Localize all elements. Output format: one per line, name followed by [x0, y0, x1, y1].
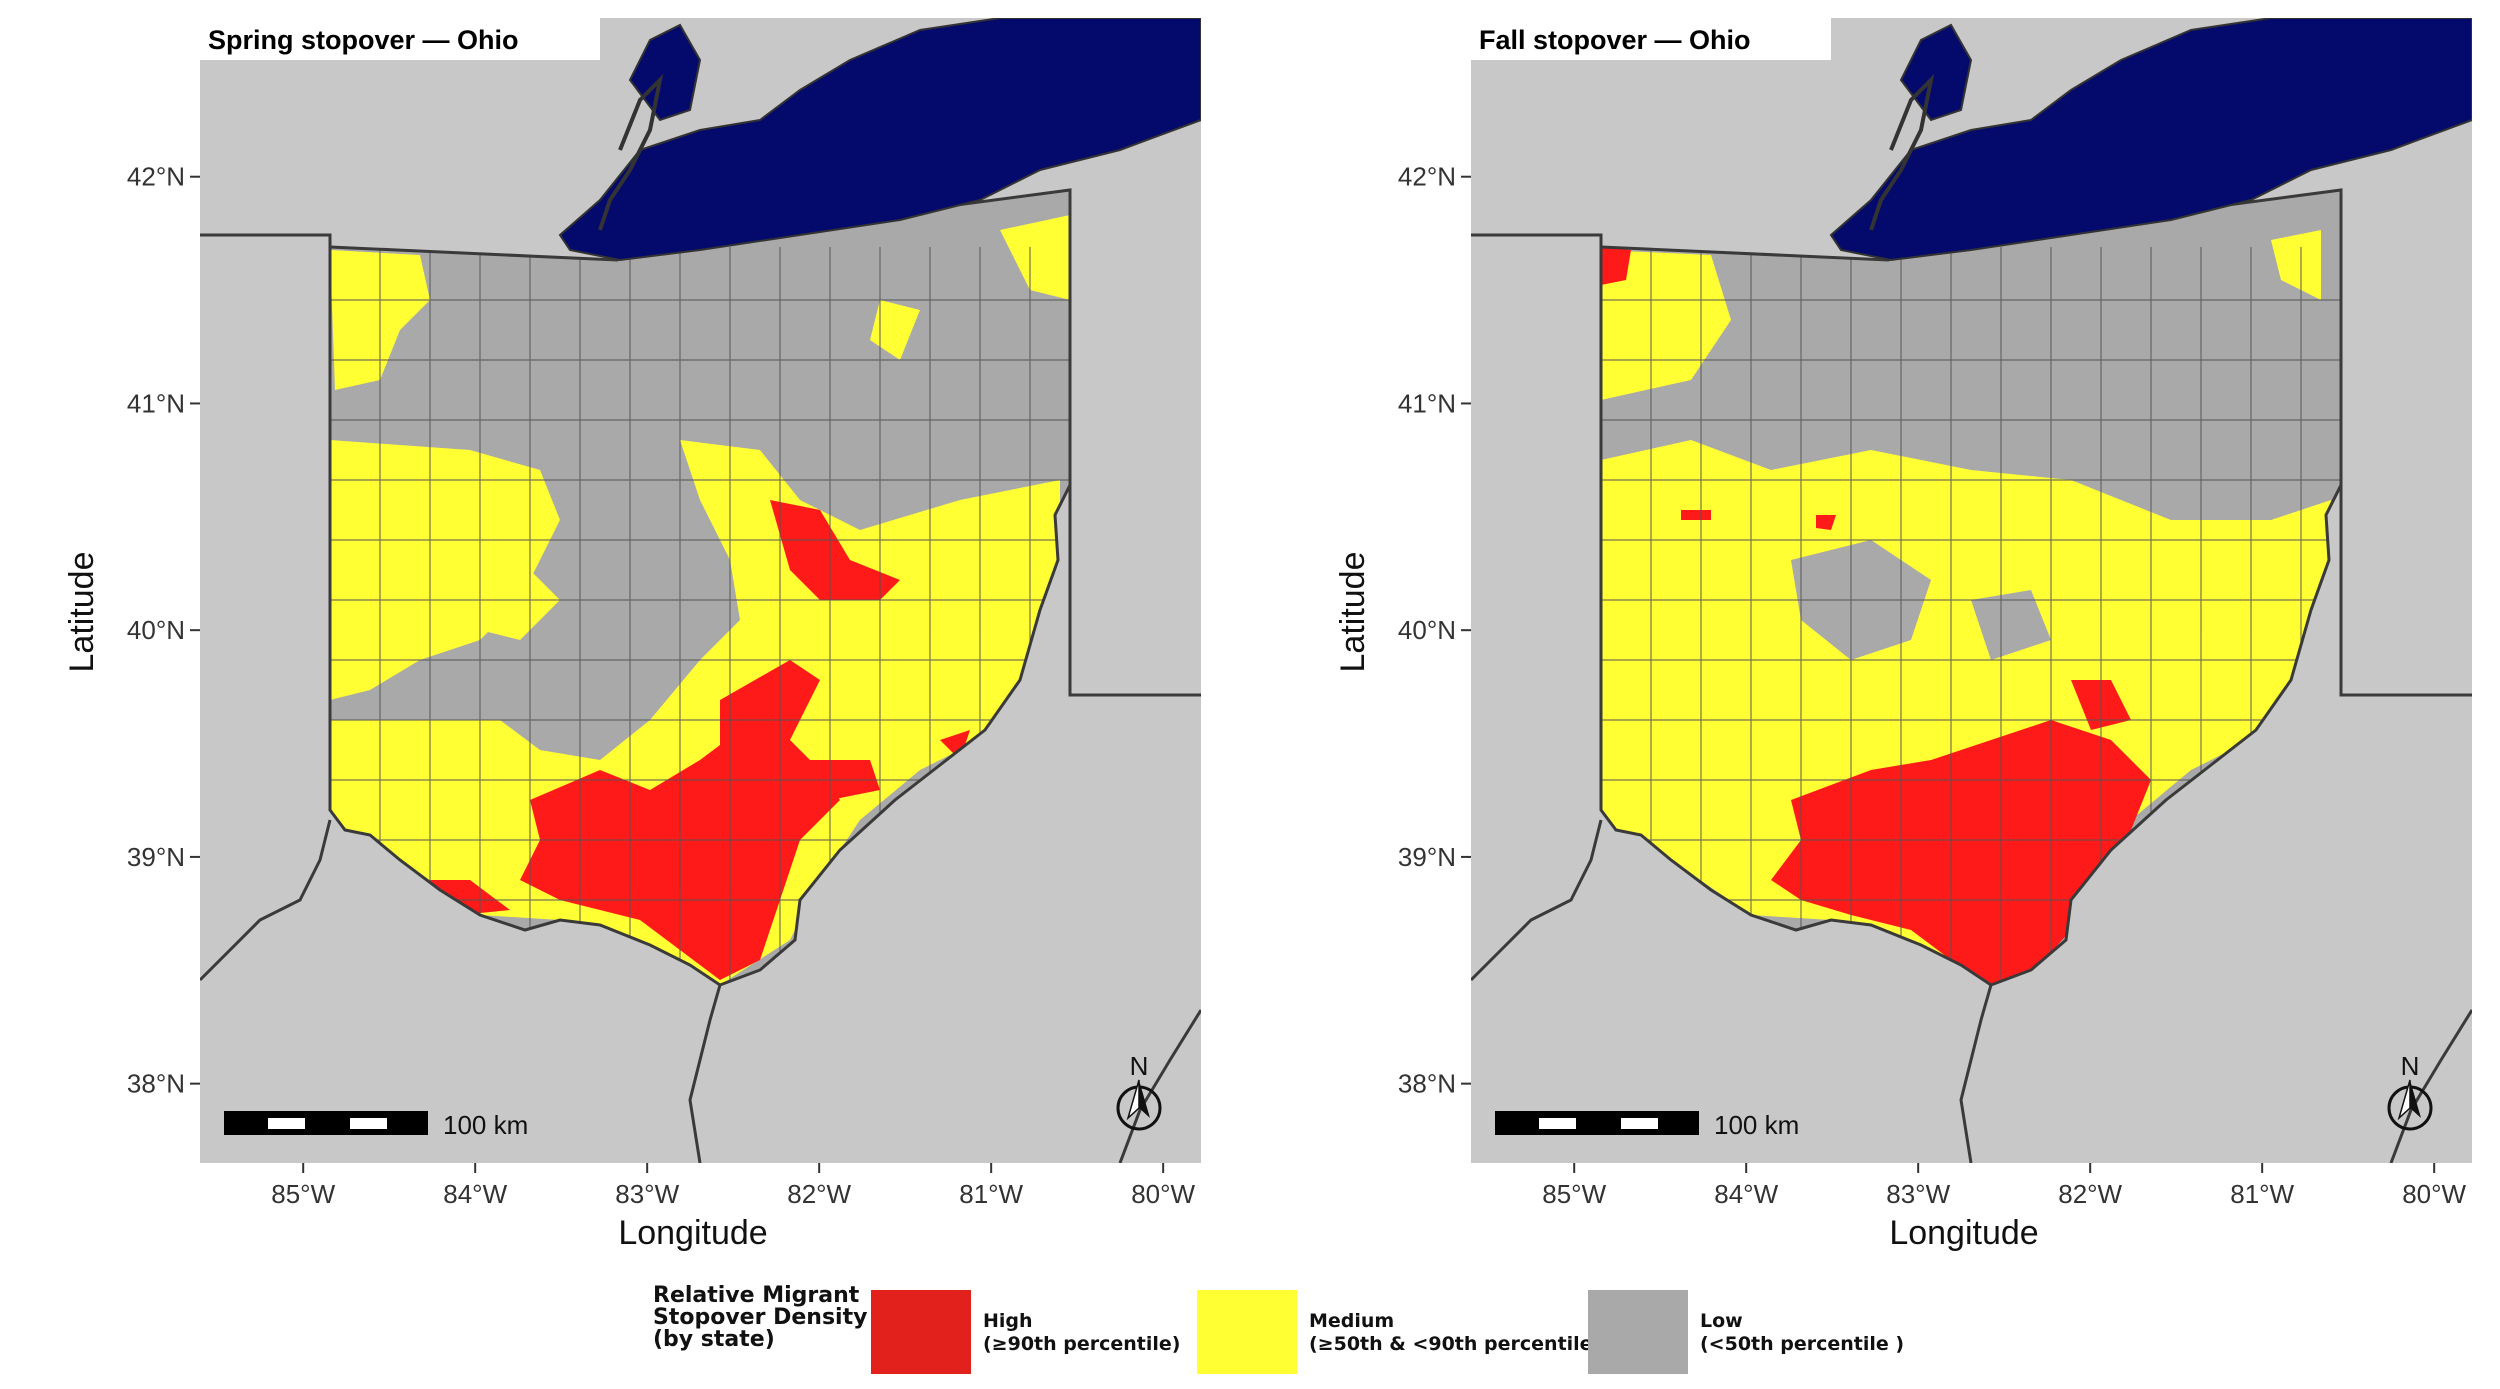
panel-title-box [1471, 18, 1831, 60]
x-axis-title: Longitude [1889, 1214, 2038, 1252]
x-tick-label: 81°W [959, 1179, 1023, 1209]
map-panel-spring: 100 km N Spring stopover — Ohio 42°N 41°N… [63, 18, 1201, 1252]
y-tick-label: 38°N [127, 1069, 185, 1099]
x-tick-label: 80°W [1131, 1179, 1195, 1209]
legend-title: Relative Migrant Stopover Density (by st… [653, 1283, 868, 1352]
lake-st-clair [1899, 23, 1973, 122]
north-label: N [1130, 1051, 1149, 1081]
y-tick-label: 39°N [127, 842, 185, 872]
north-arrow-icon: N [2387, 1051, 2433, 1131]
legend-swatch-medium [1197, 1290, 1297, 1374]
x-tick-label: 80°W [2402, 1179, 2466, 1209]
y-tick-label: 39°N [1398, 842, 1456, 872]
county-lines [330, 247, 1070, 980]
scale-bar-label: 100 km [1714, 1110, 1799, 1140]
scale-bar: 100 km [224, 1110, 528, 1140]
scale-bar-label: 100 km [443, 1110, 528, 1140]
panel-title: Spring stopover — Ohio [208, 25, 519, 55]
x-tick-label: 83°W [615, 1179, 679, 1209]
detroit-river [1869, 73, 1935, 231]
legend: Relative Migrant Stopover Density (by st… [653, 1285, 2483, 1375]
x-tick-label: 85°W [1542, 1179, 1606, 1209]
lake-erie [558, 18, 1201, 262]
y-axis-title: Latitude [63, 552, 101, 673]
x-tick-label: 83°W [1886, 1179, 1950, 1209]
north-label: N [2401, 1051, 2420, 1081]
x-axis-title: Longitude [618, 1214, 767, 1252]
x-tick-label: 81°W [2230, 1179, 2294, 1209]
legend-swatch-low [1588, 1290, 1688, 1374]
detroit-river [598, 73, 664, 231]
x-tick-label: 82°W [787, 1179, 851, 1209]
lake-st-clair [628, 23, 702, 122]
lake-erie [1829, 18, 2472, 262]
x-tick-label: 85°W [271, 1179, 335, 1209]
axes-spring: 42°N 41°N 40°N 39°N 38°N 85°W 84°W 83°W 82°W 81°W… [127, 162, 1196, 1209]
y-tick-label: 40°N [127, 615, 185, 645]
state-border-indiana [1471, 819, 1603, 982]
state-border-pennsylvania [2339, 190, 2472, 697]
y-tick-label: 42°N [1398, 162, 1456, 192]
y-axis-title: Latitude [1334, 552, 1372, 673]
state-border-michigan [200, 233, 332, 247]
legend-swatch-high [871, 1290, 971, 1374]
y-tick-label: 38°N [1398, 1069, 1456, 1099]
state-border-south [688, 984, 1201, 1163]
state-border-indiana [200, 819, 332, 982]
x-tick-label: 82°W [2058, 1179, 2122, 1209]
x-tick-label: 84°W [1714, 1179, 1778, 1209]
y-tick-label: 41°N [1398, 388, 1456, 418]
state-border-south [1959, 984, 2472, 1163]
panel-title-box [200, 18, 600, 60]
scale-bar: 100 km [1495, 1110, 1799, 1140]
map-panel-fall: 100 km N Fall stopover — Ohio 42°N 41°N 40… [1334, 18, 2472, 1252]
x-tick-label: 84°W [443, 1179, 507, 1209]
axes-fall: 42°N 41°N 40°N 39°N 38°N 85°W 84°W 83°W 82°W 81°W… [1398, 162, 2467, 1209]
y-tick-label: 41°N [127, 388, 185, 418]
panel-title: Fall stopover — Ohio [1479, 25, 1751, 55]
state-border-pennsylvania [1068, 190, 1201, 697]
y-tick-label: 40°N [1398, 615, 1456, 645]
county-lines [1601, 247, 2341, 980]
y-tick-label: 42°N [127, 162, 185, 192]
state-border-michigan [1471, 233, 1603, 247]
north-arrow-icon: N [1116, 1051, 1162, 1131]
